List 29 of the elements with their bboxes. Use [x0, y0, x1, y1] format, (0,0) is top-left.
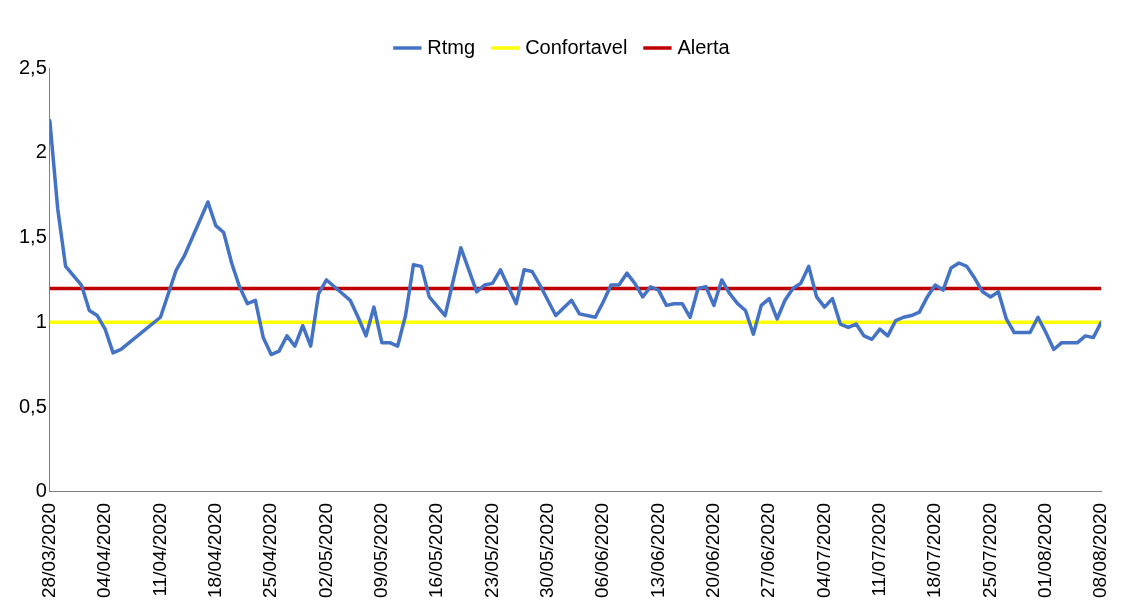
y-tick-label: 0,5 — [18, 394, 47, 417]
x-tick-label: 06/06/2020 — [591, 502, 613, 598]
x-tick-label: 20/06/2020 — [702, 502, 724, 598]
x-tick-label: 25/04/2020 — [259, 502, 281, 598]
x-tick-label: 23/05/2020 — [480, 502, 502, 598]
x-tick-label: 13/06/2020 — [646, 502, 668, 598]
x-tick-label: 18/07/2020 — [923, 502, 945, 598]
x-tick-label: 25/07/2020 — [978, 502, 1000, 598]
x-tick-label: 11/04/2020 — [148, 502, 170, 597]
x-tick-label: 11/07/2020 — [868, 502, 890, 597]
x-tick-label: 09/05/2020 — [370, 502, 392, 598]
x-tick-label: 04/04/2020 — [93, 502, 115, 598]
legend-label: Alerta — [677, 35, 731, 58]
x-tick-label: 04/07/2020 — [812, 502, 834, 598]
legend-label: Confortavel — [525, 35, 628, 58]
x-tick-label: 27/06/2020 — [757, 502, 779, 598]
x-tick-label: 01/08/2020 — [1034, 502, 1056, 598]
y-tick-label: 2,5 — [18, 55, 47, 78]
x-tick-label: 30/05/2020 — [536, 502, 558, 598]
x-tick-label: 02/05/2020 — [314, 502, 336, 598]
y-tick-label: 0 — [35, 479, 47, 502]
y-tick-label: 1,5 — [18, 225, 47, 248]
x-tick-label: 08/08/2020 — [1089, 502, 1111, 598]
x-tick-label: 28/03/2020 — [38, 502, 60, 598]
x-tick-label: 16/05/2020 — [425, 502, 447, 598]
y-tick-label: 2 — [35, 140, 47, 163]
x-tick-label: 18/04/2020 — [204, 502, 226, 598]
legend-label: Rtmg — [427, 35, 476, 58]
y-tick-label: 1 — [35, 309, 47, 332]
